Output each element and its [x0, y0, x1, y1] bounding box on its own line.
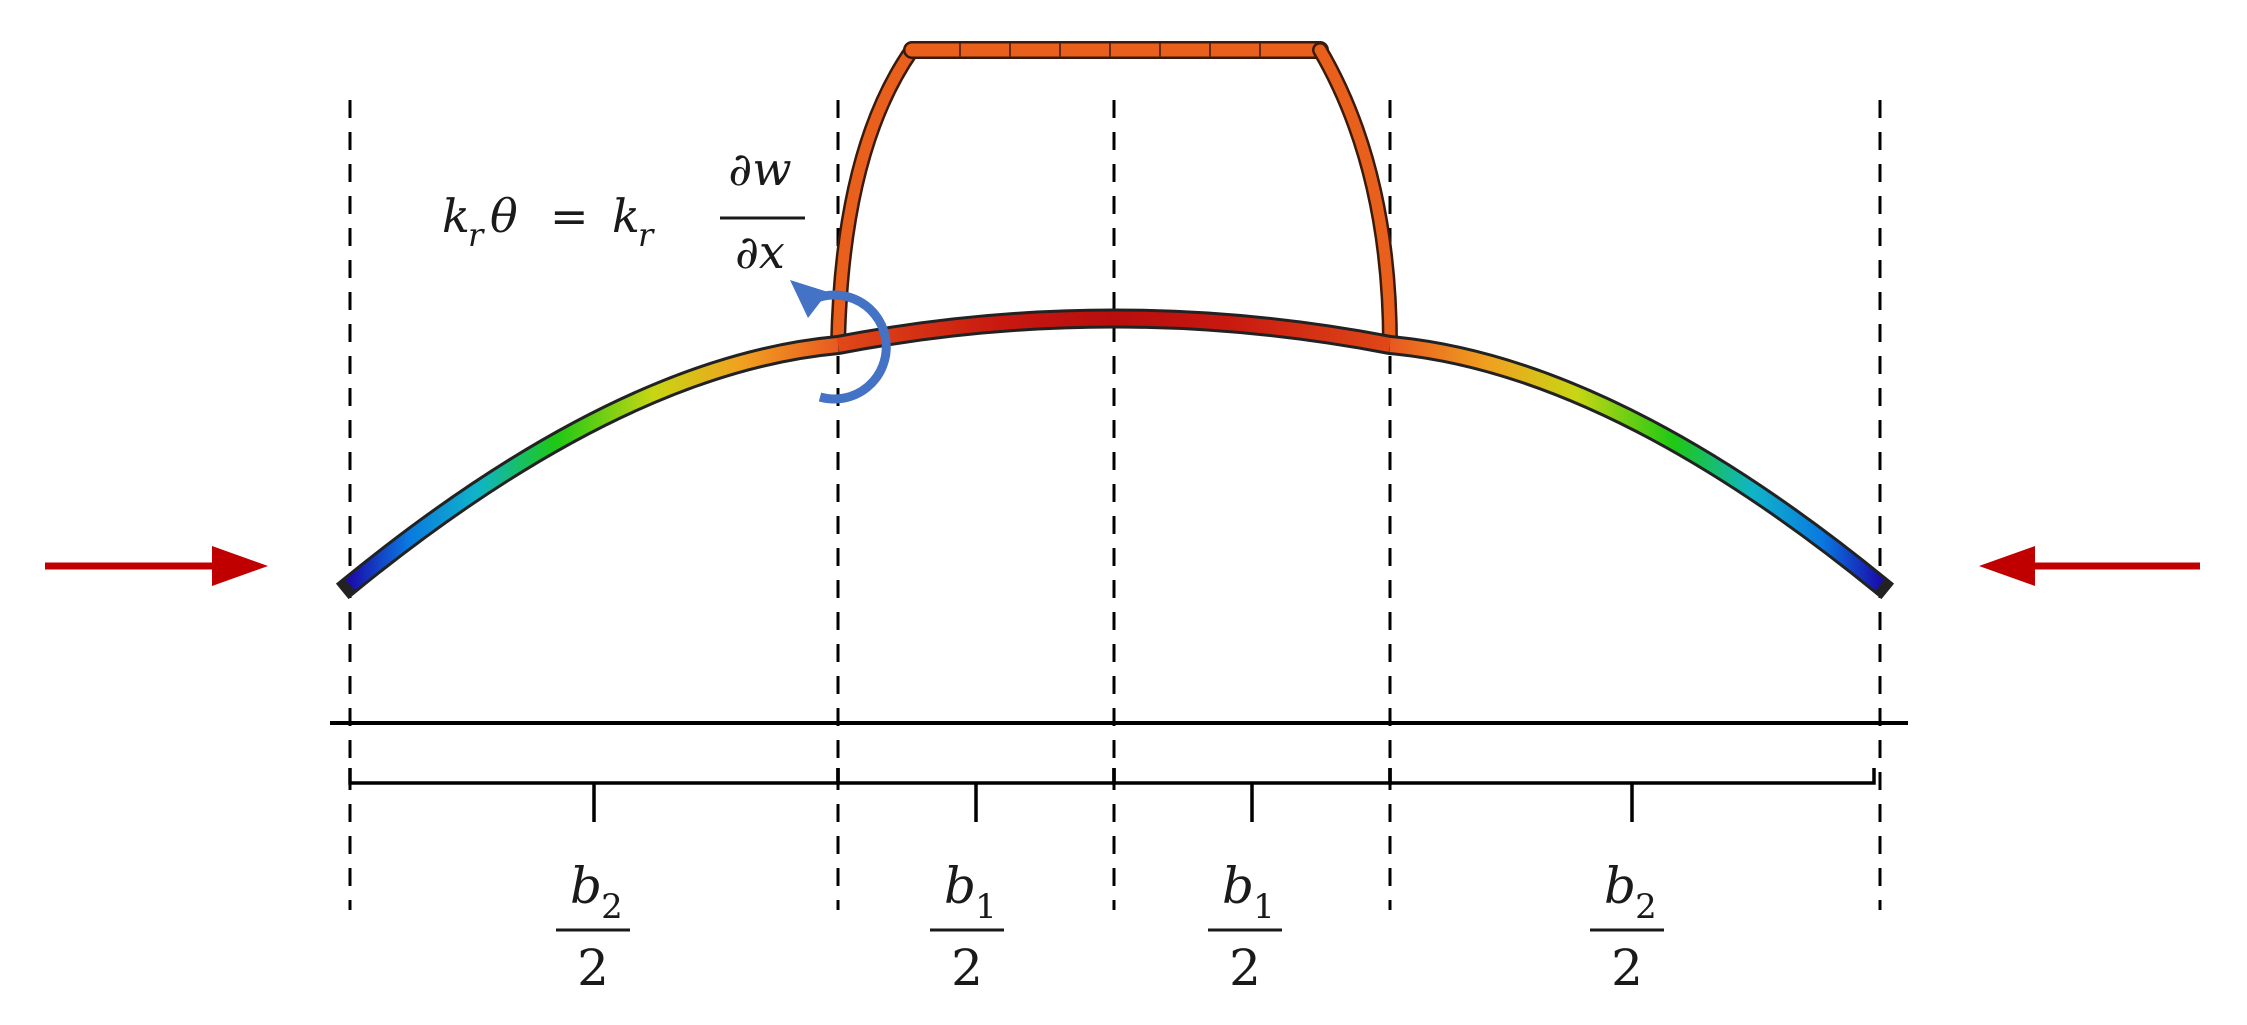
- plate-left-segment: [345, 338, 839, 591]
- arrow-left-icon: [1979, 546, 2200, 586]
- dim-denominator: 2: [1229, 939, 1261, 997]
- brace-left-outer: [348, 768, 840, 822]
- dim-label-right-inner: b 1 2: [1208, 857, 1282, 997]
- eq-r2: r: [638, 216, 655, 254]
- brace-right-outer: [1388, 768, 1876, 822]
- eq-r1: r: [468, 216, 485, 254]
- dim-denominator: 2: [1611, 939, 1643, 997]
- eq-k2: k: [612, 189, 640, 243]
- dim-denominator: 2: [951, 939, 983, 997]
- dim-label-left-inner: b 1 2: [930, 857, 1004, 997]
- dim-subscript: 1: [1253, 887, 1275, 927]
- dim-symbol: b: [944, 857, 976, 915]
- plate-right-segment: [1389, 338, 1885, 591]
- brace-right-inner: [1112, 768, 1392, 822]
- eq-theta: θ: [490, 189, 518, 243]
- eq-equals: =: [550, 189, 589, 243]
- dim-subscript: 2: [1635, 887, 1657, 927]
- rotational-stiffness-equation: k r θ = k r ∂w ∂x: [442, 142, 805, 279]
- arrow-right-icon: [45, 546, 268, 586]
- dim-label-right-outer: b 2 2: [1590, 857, 1664, 997]
- dim-symbol: b: [1222, 857, 1254, 915]
- eq-k1: k: [442, 189, 470, 243]
- brace-left-inner: [836, 768, 1116, 822]
- buckled-plate: [335, 308, 1895, 600]
- dim-subscript: 2: [601, 887, 623, 927]
- dim-label-left-outer: b 2 2: [556, 857, 630, 997]
- dimension-braces: [348, 768, 1876, 822]
- dim-symbol: b: [570, 857, 602, 915]
- dim-symbol: b: [1604, 857, 1636, 915]
- counterclockwise-arrow-icon: [790, 280, 891, 404]
- eq-denominator: ∂x: [735, 225, 785, 279]
- eq-numerator: ∂w: [728, 142, 791, 196]
- dim-subscript: 1: [975, 887, 997, 927]
- plate-middle-segment: [836, 311, 1392, 352]
- dim-denominator: 2: [577, 939, 609, 997]
